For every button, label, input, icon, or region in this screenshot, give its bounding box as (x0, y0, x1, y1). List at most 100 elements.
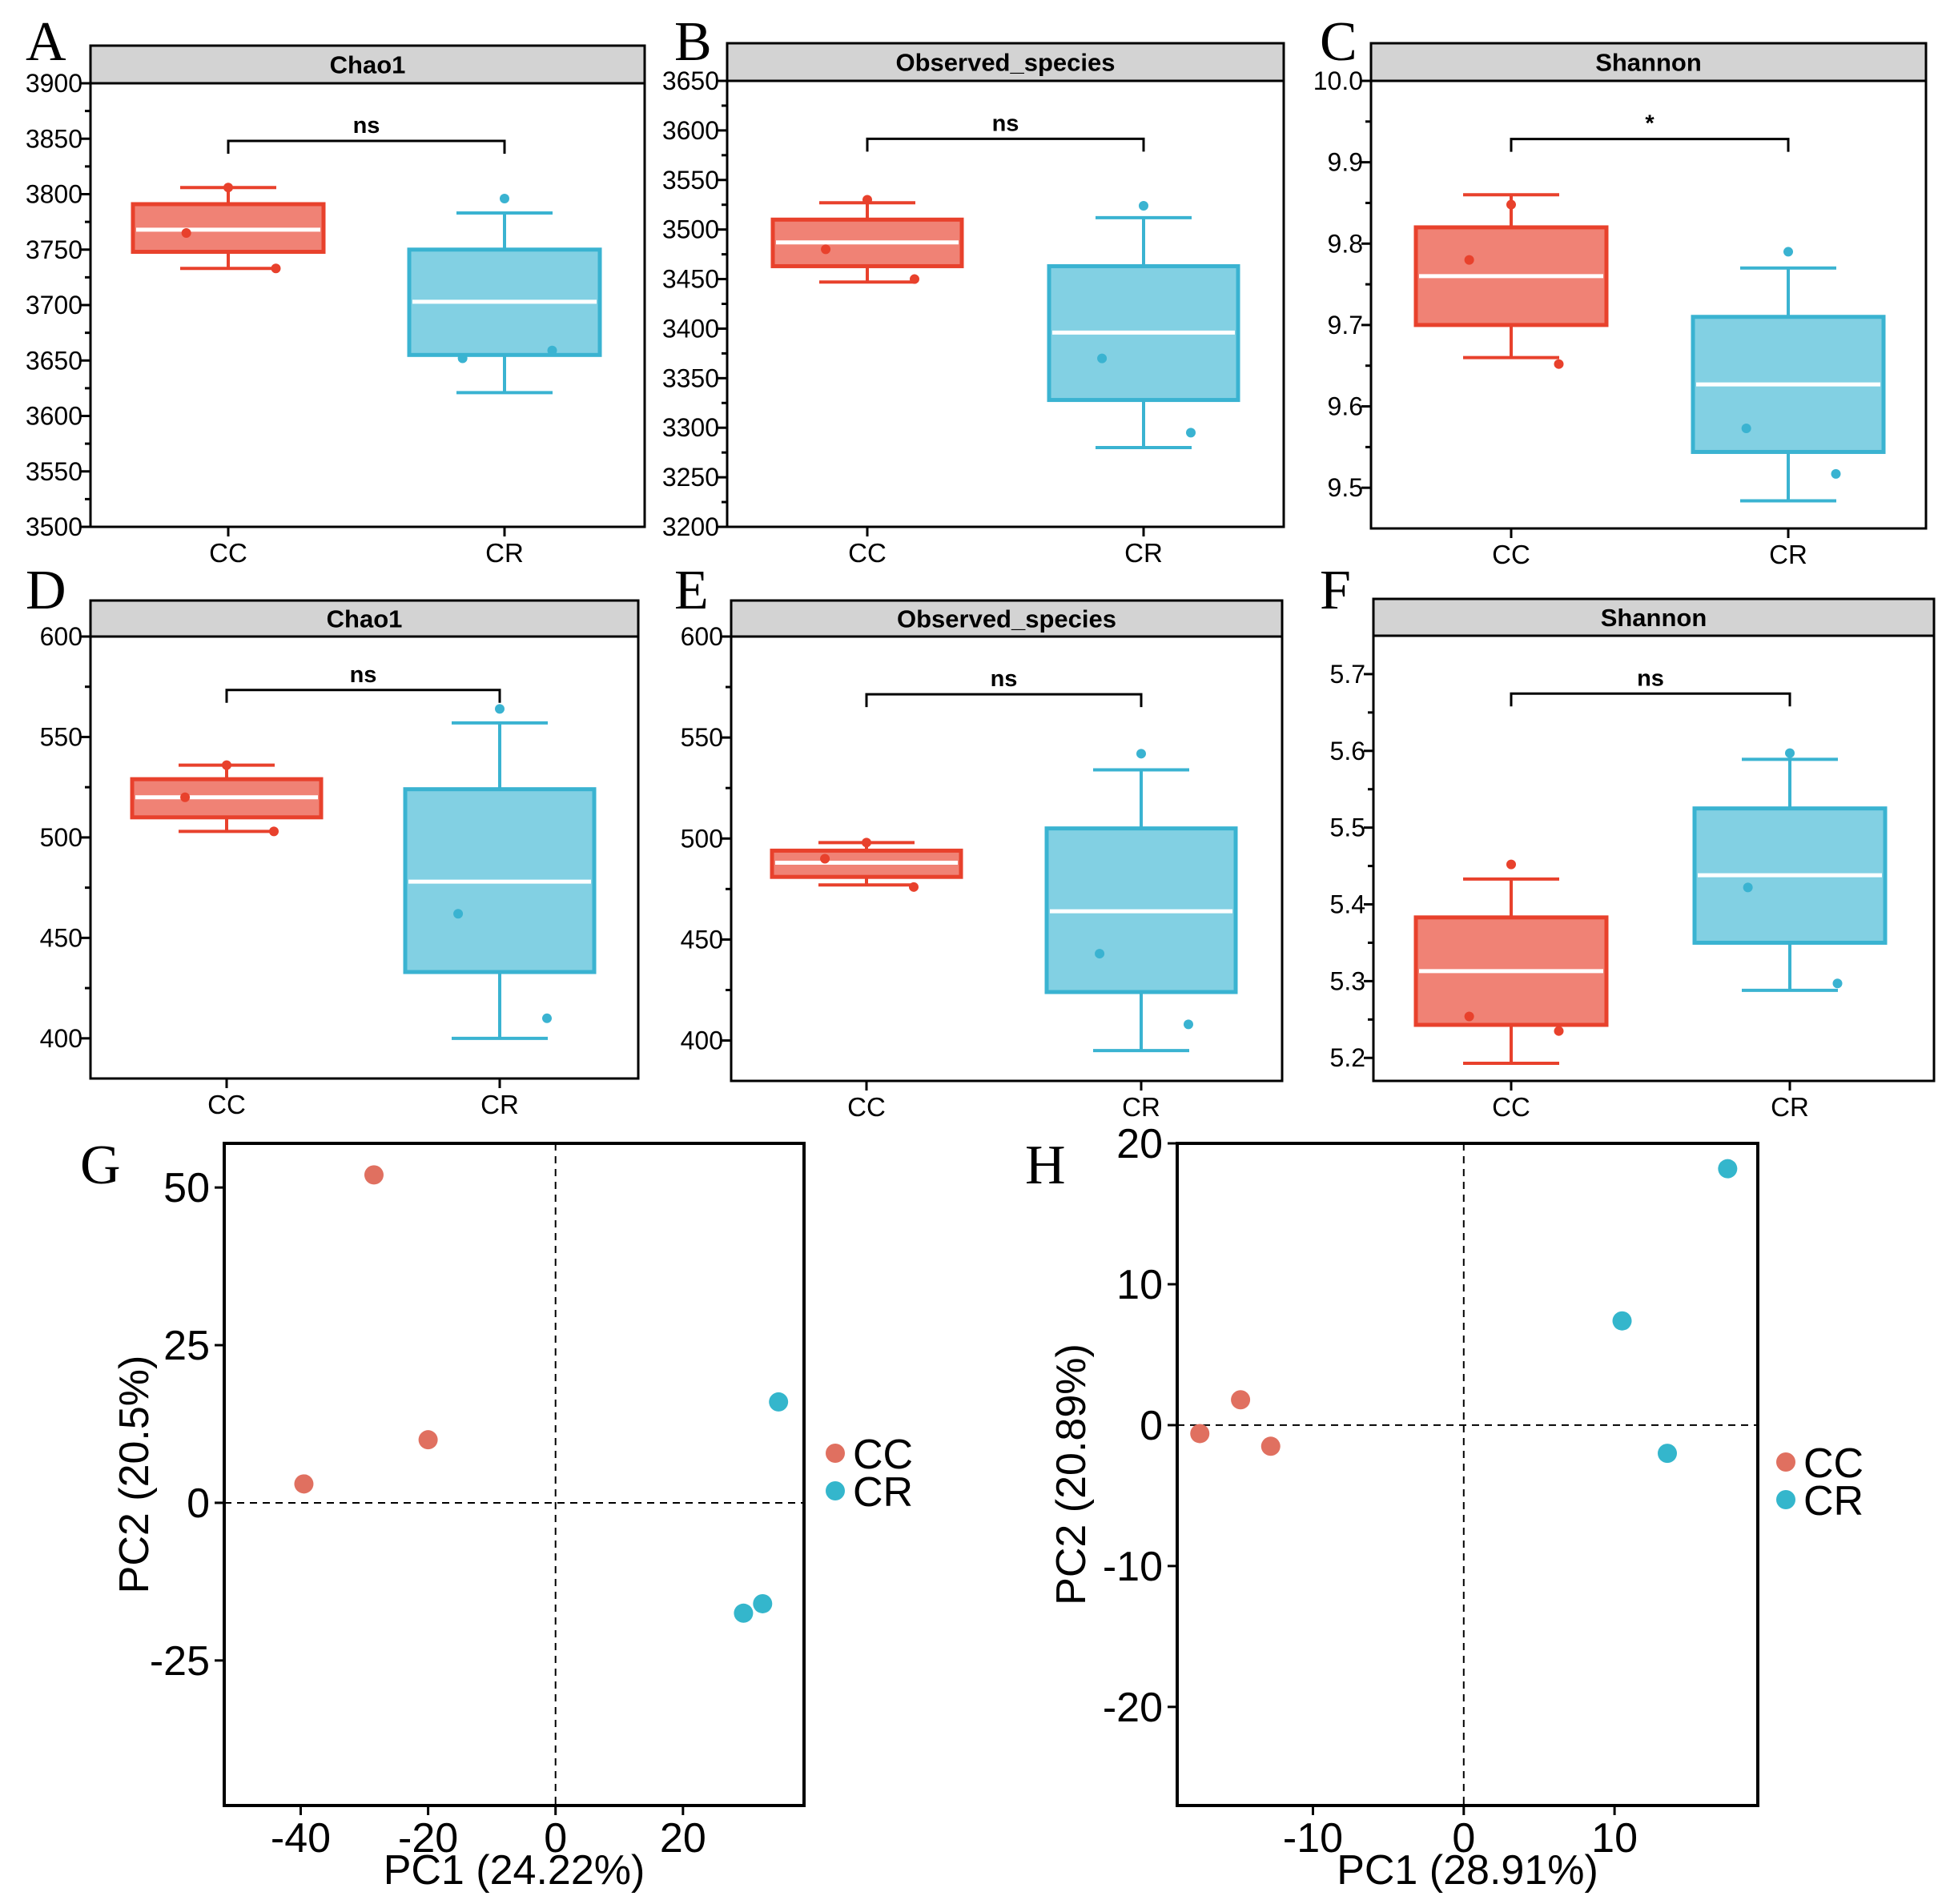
x-tick-label: CR (480, 1090, 519, 1119)
title-strip (730, 599, 1284, 638)
y-tick-label: 20 (1116, 1121, 1163, 1167)
data-point (1506, 859, 1516, 870)
y-tick-label: 3200 (662, 512, 719, 541)
data-point (820, 854, 830, 864)
box-cr (1047, 200, 1240, 449)
y-tick-label: 10.0 (1313, 66, 1363, 95)
data-point (1464, 255, 1474, 265)
box-cc (130, 760, 324, 837)
y-tick-label: 5.2 (1330, 1043, 1365, 1072)
data-point (495, 704, 505, 714)
y-tick-label: 3650 (662, 66, 719, 95)
scatter-point-cr (1658, 1444, 1678, 1464)
boxplot-panel-b: B Observed_species 3200 3250 3300 3350 3400 345… (662, 11, 1285, 568)
panel-letter: H (1025, 1135, 1066, 1196)
data-point (180, 792, 191, 802)
significance-label: ns (991, 666, 1018, 692)
y-axis-title: PC2 (20.89%) (1048, 1344, 1095, 1605)
plot-frame (1369, 79, 1928, 530)
plot-frame (730, 635, 1284, 1083)
data-point (222, 760, 231, 770)
y-tick-label: 25 (163, 1323, 210, 1369)
title-strip (1369, 42, 1928, 82)
boxplot-panel-d: D Chao1 400 450 500 550 600 CC CR ns (26, 560, 640, 1119)
plot-frame (1176, 1142, 1759, 1807)
data-point (1554, 359, 1564, 369)
x-tick-label: -40 (271, 1815, 331, 1862)
data-point (1743, 882, 1753, 893)
data-point (862, 838, 871, 848)
y-tick-label: 600 (681, 622, 723, 651)
significance-label: ns (350, 662, 377, 688)
panel-title: Chao1 (327, 605, 403, 633)
y-tick-label: 5.6 (1330, 737, 1365, 765)
legend-label: CC (1803, 1440, 1864, 1487)
boxplot-panel-e: E Observed_species 400 450 500 550 600 CC CR ns (674, 560, 1284, 1122)
y-tick-label: 9.9 (1328, 148, 1363, 177)
x-tick-label: -10 (1283, 1815, 1343, 1862)
y-tick-label: 9.7 (1328, 311, 1363, 339)
x-axis-title: PC1 (24.22%) (384, 1847, 645, 1894)
scatter-point-cr (769, 1392, 789, 1412)
x-tick-label: CC (1492, 1092, 1530, 1122)
data-point (500, 194, 509, 204)
title-strip (89, 44, 646, 85)
x-tick-label: CC (1492, 540, 1530, 569)
x-tick-label: CR (1769, 540, 1807, 569)
scatter-point-cr (1612, 1311, 1632, 1331)
scatter-point-cr (1718, 1159, 1738, 1179)
x-tick-label: CR (1122, 1092, 1160, 1122)
y-tick-label: 3850 (26, 124, 82, 153)
x-tick-label: 0 (1452, 1815, 1475, 1862)
scatter-point-cc (294, 1474, 314, 1494)
significance-bracket (865, 693, 1143, 708)
box-cr (1044, 749, 1238, 1053)
box-cc (770, 195, 964, 284)
boxplot-panel-f: F Shannon 5.2 5.3 5.4 5.5 5.6 5.7 CC CR ns (1320, 560, 1936, 1122)
panel-letter: D (26, 560, 66, 621)
y-tick-label: 3600 (26, 402, 82, 431)
y-tick-label: 3500 (662, 215, 719, 244)
plot-frame (1372, 634, 1936, 1083)
data-point (542, 1013, 552, 1023)
x-tick-label: CR (1124, 538, 1163, 568)
y-tick-label: 3450 (662, 265, 719, 294)
legend-marker-cr (1776, 1490, 1795, 1509)
scatter-point-cc (418, 1430, 438, 1450)
y-tick-label: 9.8 (1328, 229, 1363, 258)
data-point (1136, 749, 1146, 759)
significance-bracket (1510, 692, 1791, 707)
y-tick-label: 450 (681, 925, 723, 954)
y-tick-label: 5.7 (1330, 660, 1365, 689)
data-point (1186, 428, 1196, 438)
data-point (1506, 199, 1516, 210)
y-tick-label: 0 (1140, 1403, 1163, 1449)
significance-bracket (227, 139, 506, 155)
x-tick-label: CC (207, 1090, 246, 1119)
y-tick-label: 500 (40, 823, 82, 852)
significance-label: ns (353, 113, 380, 139)
x-tick-label: CR (1771, 1092, 1809, 1122)
data-point (547, 345, 557, 355)
panel-letter: E (674, 560, 709, 621)
data-point (1831, 468, 1841, 479)
boxplot-panel-c: C Shannon 9.5 9.6 9.7 9.8 9.9 10.0 CC CR * (1313, 11, 1928, 569)
box-cc (1413, 859, 1609, 1065)
data-point (1184, 1019, 1193, 1030)
legend-label: CR (853, 1469, 913, 1516)
data-point (1097, 353, 1108, 364)
y-tick-label: 400 (40, 1024, 82, 1053)
y-tick-label: 3700 (26, 291, 82, 319)
significance-label: ns (992, 110, 1019, 136)
y-tick-label: -25 (150, 1638, 210, 1685)
x-tick-label: 0 (544, 1815, 567, 1862)
y-tick-label: 3550 (26, 457, 82, 486)
data-point (910, 274, 919, 284)
panel-title: Observed_species (897, 605, 1116, 633)
y-tick-label: 3350 (662, 364, 719, 392)
significance-label: ns (1637, 665, 1664, 691)
panel-letter: G (80, 1135, 121, 1196)
y-tick-label: 450 (40, 923, 82, 952)
boxplot-panel-a: A Chao1 3500 3550 3600 3650 3700 3750 3800 3850 39… (26, 11, 646, 568)
scatter-point-cc (1190, 1424, 1210, 1444)
